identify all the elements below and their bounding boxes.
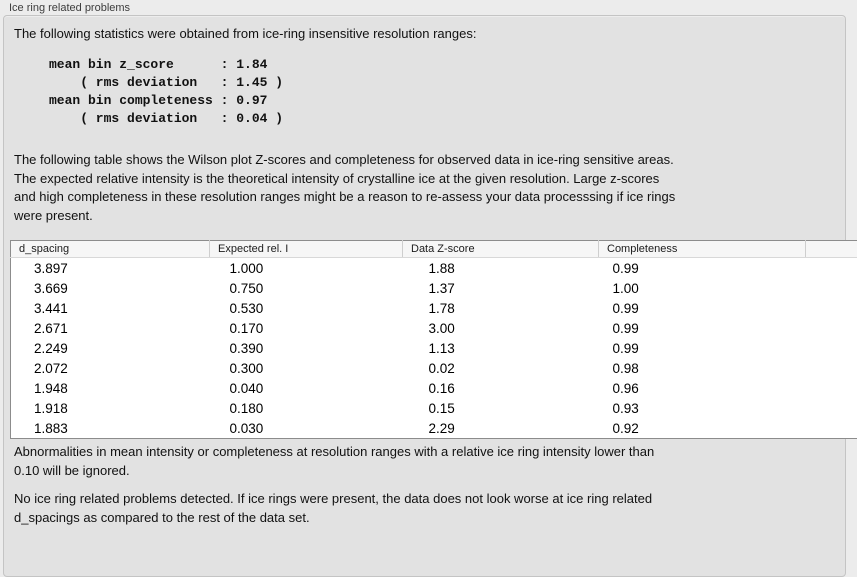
cell-expected_rel_i: 0.530 xyxy=(210,298,403,318)
cell-completeness: 0.99 xyxy=(599,338,806,358)
cell-expected_rel_i: 0.170 xyxy=(210,318,403,338)
intro-text: The following statistics were obtained f… xyxy=(14,25,840,44)
cell-d_spacing: 3.669 xyxy=(11,278,210,298)
column-header-data_z_score[interactable]: Data Z-score xyxy=(403,241,599,258)
cell-spacer xyxy=(806,338,857,358)
cell-spacer xyxy=(806,258,857,279)
description-text: The following table shows the Wilson plo… xyxy=(14,151,840,225)
cell-d_spacing: 2.671 xyxy=(11,318,210,338)
column-header-completeness[interactable]: Completeness xyxy=(599,241,806,258)
cell-d_spacing: 3.897 xyxy=(11,258,210,279)
cell-d_spacing: 1.918 xyxy=(11,398,210,418)
cell-expected_rel_i: 0.300 xyxy=(210,358,403,378)
cell-expected_rel_i: 0.040 xyxy=(210,378,403,398)
cell-completeness: 0.93 xyxy=(599,398,806,418)
cell-data_z_score: 3.00 xyxy=(403,318,599,338)
cell-spacer xyxy=(806,418,857,439)
ice-ring-report-panel: { "panel": { "title": "Ice ring related … xyxy=(0,0,857,536)
cell-completeness: 0.99 xyxy=(599,298,806,318)
cell-data_z_score: 1.37 xyxy=(403,278,599,298)
cell-spacer xyxy=(806,298,857,318)
cell-d_spacing: 3.441 xyxy=(11,298,210,318)
cell-spacer xyxy=(806,378,857,398)
cell-completeness: 0.99 xyxy=(599,318,806,338)
cell-d_spacing: 1.948 xyxy=(11,378,210,398)
cell-expected_rel_i: 0.180 xyxy=(210,398,403,418)
column-header-spacer[interactable] xyxy=(806,241,857,258)
cell-completeness: 0.99 xyxy=(599,258,806,279)
cell-spacer xyxy=(806,398,857,418)
cell-data_z_score: 0.02 xyxy=(403,358,599,378)
cell-data_z_score: 1.88 xyxy=(403,258,599,279)
cell-completeness: 0.98 xyxy=(599,358,806,378)
cell-d_spacing: 1.883 xyxy=(11,418,210,439)
cell-expected_rel_i: 0.390 xyxy=(210,338,403,358)
cell-spacer xyxy=(806,278,857,298)
cell-completeness: 0.96 xyxy=(599,378,806,398)
cell-d_spacing: 2.249 xyxy=(11,338,210,358)
cell-data_z_score: 0.16 xyxy=(403,378,599,398)
cell-spacer xyxy=(806,358,857,378)
cell-completeness: 1.00 xyxy=(599,278,806,298)
cell-expected_rel_i: 0.750 xyxy=(210,278,403,298)
column-header-d_spacing[interactable]: d_spacing xyxy=(11,241,210,258)
column-header-expected_rel_i[interactable]: Expected rel. I xyxy=(210,241,403,258)
cell-expected_rel_i: 1.000 xyxy=(210,258,403,279)
cell-completeness: 0.92 xyxy=(599,418,806,439)
conclusion-text: No ice ring related problems detected. I… xyxy=(14,490,840,527)
cell-d_spacing: 2.072 xyxy=(11,358,210,378)
cell-spacer xyxy=(806,318,857,338)
ignore-note-text: Abnormalities in mean intensity or compl… xyxy=(14,443,840,480)
cell-data_z_score: 1.13 xyxy=(403,338,599,358)
stats-block: mean bin z_score : 1.84 ( rms deviation … xyxy=(49,56,283,128)
groupbox-title: Ice ring related problems xyxy=(9,2,130,14)
cell-expected_rel_i: 0.030 xyxy=(210,418,403,439)
cell-data_z_score: 2.29 xyxy=(403,418,599,439)
cell-data_z_score: 1.78 xyxy=(403,298,599,318)
cell-data_z_score: 0.15 xyxy=(403,398,599,418)
